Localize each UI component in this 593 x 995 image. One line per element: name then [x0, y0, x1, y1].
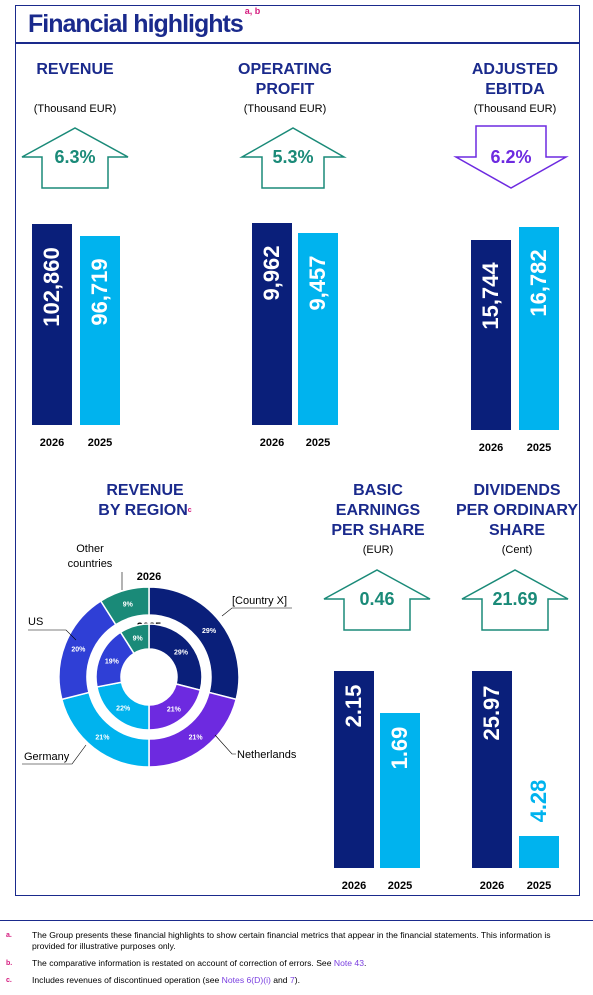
- donut-label-2026-other-countries: 9%: [123, 602, 134, 609]
- eps-up-arrow-icon: [323, 569, 431, 631]
- ebitda-bar-2026: [471, 240, 511, 430]
- ebitda-heading-line2: EBITDA: [485, 81, 545, 98]
- leader-country-x: [221, 607, 292, 617]
- leader-germany: [22, 744, 87, 765]
- dividends-up-arrow-icon: [461, 569, 569, 631]
- label-other-countries-line2: countries: [68, 558, 113, 570]
- donut-outer-year-label: 2026: [137, 571, 161, 583]
- footnote-c: c. Includes revenues of discontinued oper…: [6, 975, 566, 986]
- operating-profit-unit: (Thousand EUR): [243, 103, 327, 115]
- donut-slice-2026-other-countries: [99, 586, 150, 626]
- leader-us: [28, 629, 77, 641]
- operating-profit-heading-line2: PROFIT: [255, 81, 315, 98]
- region-heading-line2: BY REGIONc: [80, 501, 210, 521]
- footnote-rule: [0, 920, 593, 921]
- footnote-c-mid: and: [270, 975, 290, 985]
- note-43-link[interactable]: Note 43: [333, 958, 364, 968]
- donut-label-2026-netherlands: 21%: [189, 735, 204, 742]
- ebitda-down-arrow-icon: [453, 125, 569, 189]
- note-7-link[interactable]: 7: [289, 975, 295, 985]
- highlights-frame: [15, 5, 580, 896]
- eps-year-label-2025: 2025: [387, 880, 413, 892]
- footnote-a: a. The Group presents these financial hig…: [6, 930, 566, 952]
- region-heading-line1: REVENUE: [106, 482, 184, 499]
- footnote-b-end: .: [364, 958, 367, 968]
- ebitda-year-label-2026: 2026: [478, 442, 504, 454]
- notes-6-link[interactable]: Notes 6(D)(i): [221, 975, 271, 985]
- revenue-up-arrow-icon: [21, 127, 129, 189]
- page-title: Financial highlights a, b: [28, 6, 260, 39]
- donut-slice-2025-other-countries: [119, 623, 150, 655]
- operating-profit-up-arrow-icon: [239, 127, 347, 189]
- revenue-heading: REVENUE: [36, 61, 114, 78]
- donut-label-2025-germany: 22%: [116, 706, 131, 713]
- ebitda-bar-2025: [519, 227, 559, 430]
- eps-year-label-2026: 2026: [341, 880, 367, 892]
- revenue-bar-2025: [80, 236, 120, 425]
- title-footnote-markers: a, b: [244, 6, 261, 16]
- footnote-c-text: Includes revenues of discontinued operat…: [32, 975, 222, 985]
- dividends-year-label-2025: 2025: [526, 880, 552, 892]
- label-country-x: [Country X]: [232, 595, 287, 607]
- operating-profit-heading-line1: OPERATING: [238, 61, 332, 78]
- label-netherlands: Netherlands: [237, 749, 297, 761]
- footnote-a-marker: a.: [6, 932, 12, 939]
- region-footnote-marker: c: [187, 507, 192, 514]
- footnote-b-marker: b.: [6, 960, 13, 967]
- donut-label-2025-country-x: 29%: [174, 650, 189, 657]
- region-heading-line2-text: BY REGION: [98, 502, 188, 519]
- eps-heading-line3: PER SHARE: [331, 522, 425, 539]
- ebitda-heading-line1: ADJUSTED: [471, 61, 559, 78]
- label-other-countries-line1: Other: [76, 543, 104, 555]
- revenue-bar-2026: [32, 224, 72, 425]
- donut-label-2026-country-x: 29%: [202, 628, 217, 635]
- footnote-c-end: ).: [294, 975, 301, 985]
- eps-bar-2026: [334, 671, 374, 868]
- revenue-year-label-2025: 2025: [87, 437, 113, 449]
- donut-label-2025-netherlands: 21%: [167, 707, 182, 714]
- dividends-unit: (Cent): [501, 544, 533, 556]
- donut-label-2026-germany: 21%: [95, 735, 110, 742]
- revenue-year-label-2026: 2026: [39, 437, 65, 449]
- footnote-b: b. The comparative information is restate…: [6, 958, 566, 969]
- label-germany: Germany: [24, 751, 70, 763]
- eps-change-value: 0.46: [359, 589, 395, 609]
- donut-label-2025-us: 19%: [105, 658, 120, 665]
- operating-profit-year-label-2026: 2026: [259, 437, 285, 449]
- ebitda-year-label-2025: 2025: [526, 442, 552, 454]
- donut-label-2026-us: 20%: [71, 647, 86, 654]
- page-title-text: Financial highlights: [28, 10, 244, 38]
- operating-profit-change-value: 5.3%: [272, 147, 314, 167]
- dividends-change-value: 21.69: [492, 589, 538, 609]
- revenue-change-value: 6.3%: [54, 147, 96, 167]
- dividends-bar-2025: [519, 836, 559, 868]
- operating-profit-year-label-2025: 2025: [305, 437, 331, 449]
- title-rule: [16, 42, 579, 44]
- ebitda-unit: (Thousand EUR): [473, 103, 557, 115]
- dividends-heading-line3: SHARE: [488, 522, 545, 539]
- leader-netherlands: [214, 734, 236, 755]
- revenue-unit: (Thousand EUR): [33, 103, 117, 115]
- eps-heading-line1: BASIC: [353, 482, 403, 499]
- donut-label-2025-other-countries: 9%: [133, 636, 144, 643]
- footnote-a-text: The Group presents these financial highl…: [32, 930, 551, 951]
- eps-bar-2025: [380, 713, 420, 868]
- operating-profit-bar-2025: [298, 233, 338, 425]
- dividends-year-label-2026: 2026: [479, 880, 505, 892]
- eps-heading-line2: EARNINGS: [335, 502, 421, 519]
- dividends-bar-2026: [472, 671, 512, 868]
- donut-leader-lines: [22, 572, 292, 765]
- footnote-c-marker: c.: [6, 977, 12, 984]
- label-us: US: [28, 616, 43, 628]
- operating-profit-bar-2026: [252, 223, 292, 425]
- footnote-b-text: The comparative information is restated …: [32, 958, 334, 968]
- dividends-heading-line2: PER ORDINARY: [455, 502, 579, 519]
- dividends-heading-line1: DIVIDENDS: [473, 482, 561, 499]
- ebitda-change-value: 6.2%: [490, 147, 532, 167]
- eps-unit: (EUR): [362, 544, 394, 556]
